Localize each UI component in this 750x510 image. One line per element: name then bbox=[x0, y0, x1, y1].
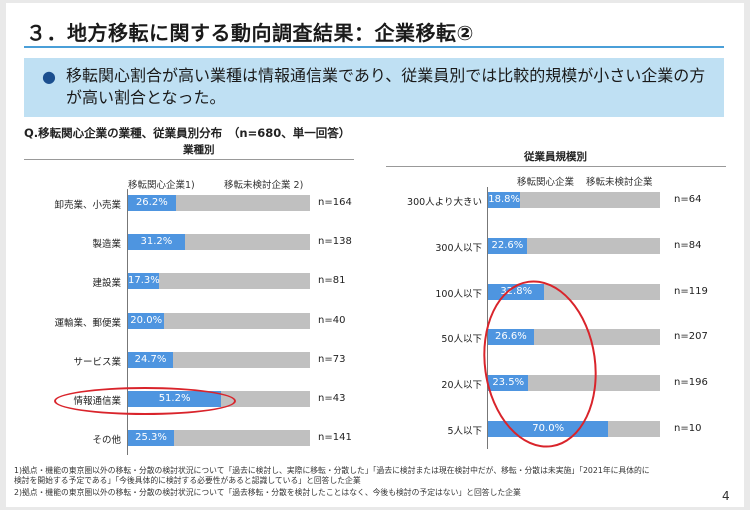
size-axis bbox=[487, 187, 488, 449]
bar-value-label: 32.8% bbox=[500, 285, 533, 297]
footnote-1b: 検討を開始する予定である」「今後具体的に検討する必要性があると認識している」と回… bbox=[14, 476, 361, 485]
size-legend-interested: 移転関心企業 bbox=[517, 177, 575, 188]
category-label: 製造業 bbox=[92, 239, 121, 251]
slide: ３．地方移転に関する動向調査結果：企業移転② ● 移転関心割合が高い業種は情報通… bbox=[6, 3, 744, 507]
industry-axis bbox=[127, 189, 128, 455]
sample-size-label: n=84 bbox=[674, 239, 702, 251]
category-label: サービス業 bbox=[73, 356, 121, 368]
sample-size-label: n=81 bbox=[318, 275, 346, 287]
bar-value-label: 26.2% bbox=[135, 197, 168, 208]
size-chart-title: 従業員規模別 bbox=[524, 151, 587, 163]
bar-value-label: 70.0% bbox=[532, 423, 565, 434]
bar-not-considered bbox=[128, 351, 310, 368]
bullet-icon: ● bbox=[42, 67, 56, 86]
bar-interested bbox=[488, 283, 545, 300]
sample-size-label: n=40 bbox=[318, 314, 346, 326]
sample-size-label: n=207 bbox=[674, 331, 708, 343]
size-title-rule bbox=[386, 166, 726, 167]
bar-not-considered bbox=[128, 273, 310, 290]
bar-not-considered bbox=[488, 192, 660, 208]
bar-not-considered bbox=[128, 312, 310, 329]
category-label: 50人以下 bbox=[441, 334, 482, 346]
sample-size-label: n=164 bbox=[318, 197, 352, 208]
sample-size-label: n=196 bbox=[674, 377, 708, 389]
title-underline bbox=[24, 46, 724, 48]
footnote-2: 2)拠点・機能の東京圏以外の移転・分散の検討状況について「過去移転・分散を検討し… bbox=[14, 488, 521, 497]
sample-size-label: n=43 bbox=[318, 393, 346, 404]
bar-interested bbox=[488, 375, 529, 392]
industry-chart-title: 業種別 bbox=[183, 144, 215, 156]
sample-size-label: n=64 bbox=[674, 194, 702, 205]
category-label: 建設業 bbox=[92, 278, 121, 290]
bar-value-label: 24.7% bbox=[134, 353, 167, 365]
category-label: 100人以下 bbox=[435, 288, 482, 300]
category-label: 300人より大きい bbox=[407, 197, 482, 208]
category-label: 300人以下 bbox=[435, 242, 482, 254]
bar-value-label: 20.0% bbox=[130, 314, 163, 326]
bar-not-considered bbox=[488, 375, 660, 392]
bar-interested bbox=[488, 421, 609, 437]
category-label: 5人以下 bbox=[447, 426, 482, 437]
bar-value-label: 26.6% bbox=[494, 331, 527, 343]
summary-box: ● 移転関心割合が高い業種は情報通信業であり、従業員別では比較的規模が小さい企業… bbox=[24, 58, 724, 117]
sample-size-label: n=138 bbox=[318, 236, 352, 248]
bar-interested bbox=[488, 192, 521, 208]
bar-interested bbox=[128, 273, 160, 290]
sample-size-label: n=73 bbox=[318, 353, 346, 365]
bar-interested bbox=[128, 234, 185, 251]
sample-size-label: n=10 bbox=[674, 423, 702, 434]
footnote-1a: 1)拠点・機能の東京圏以外の移転・分散の検討状況について「過去に検討し、実際に移… bbox=[14, 466, 650, 475]
industry-legend-not-considered: 移転未検討企業 2) bbox=[224, 180, 304, 191]
bar-value-label: 22.6% bbox=[491, 239, 524, 251]
bar-interested bbox=[128, 312, 165, 329]
bar-interested bbox=[488, 329, 534, 346]
size-legend-not-considered: 移転未検討企業 bbox=[586, 177, 653, 188]
category-label: その他 bbox=[92, 435, 121, 447]
bar-value-label: 25.3% bbox=[135, 432, 167, 444]
bar-value-label: 31.2% bbox=[140, 236, 173, 248]
bar-interested bbox=[128, 430, 175, 447]
bar-interested bbox=[128, 195, 176, 211]
page-number: 4 bbox=[722, 489, 730, 503]
category-label: 運輸業、郵便業 bbox=[54, 317, 121, 329]
category-label: 卸売業、小売業 bbox=[54, 200, 121, 211]
bar-interested bbox=[488, 237, 527, 254]
question-label: Q.移転関心企業の業種、従業員別分布 （n=680、単一回答） bbox=[24, 126, 351, 140]
industry-legend-interested: 移転関心企業1) bbox=[128, 180, 195, 191]
bar-interested bbox=[128, 351, 173, 368]
bar-not-considered bbox=[488, 237, 660, 254]
category-label: 20人以下 bbox=[441, 380, 482, 392]
bar-value-label: 17.3% bbox=[128, 275, 160, 287]
industry-title-rule bbox=[24, 159, 354, 160]
bar-value-label: 23.5% bbox=[492, 377, 525, 389]
sample-size-label: n=119 bbox=[674, 285, 708, 297]
sample-size-label: n=141 bbox=[318, 432, 352, 444]
summary-text: 移転関心割合が高い業種は情報通信業であり、従業員別では比較的規模が小さい企業の方… bbox=[66, 66, 706, 107]
highlight-ellipse-information bbox=[54, 387, 236, 415]
bar-value-label: 18.8% bbox=[488, 194, 521, 205]
page-title: ３．地方移転に関する動向調査結果：企業移転② bbox=[26, 21, 474, 45]
